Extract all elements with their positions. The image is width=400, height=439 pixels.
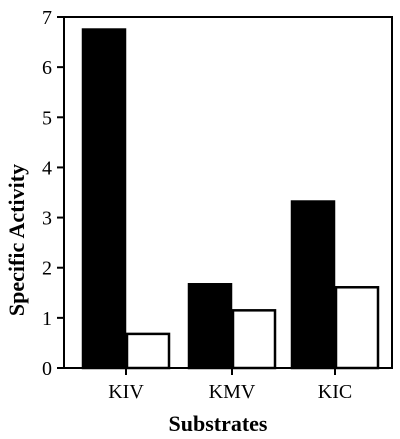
bar-kmv-series-1 bbox=[187, 283, 233, 370]
bar-kiv-series-1 bbox=[81, 28, 127, 370]
y-tick-label: 7 bbox=[42, 7, 52, 29]
x-tick-label-kiv: KIV bbox=[108, 381, 144, 403]
y-tick-label: 3 bbox=[42, 208, 52, 230]
bars bbox=[81, 28, 380, 370]
x-tick-label-kic: KIC bbox=[318, 381, 352, 403]
y-tick-label: 4 bbox=[42, 157, 52, 179]
y-axis: 0 1 2 3 4 5 6 7 bbox=[42, 7, 64, 380]
y-tick-label: 6 bbox=[42, 57, 52, 79]
y-tick-label: 1 bbox=[42, 308, 52, 330]
bar-kmv-series-2 bbox=[231, 309, 277, 370]
y-axis-title: Specific Activity bbox=[4, 164, 29, 316]
y-tick-label: 5 bbox=[42, 107, 52, 129]
bar-kic-series-1 bbox=[290, 200, 336, 370]
x-axis: KIV KMV KIC bbox=[108, 368, 352, 403]
y-tick-label: 2 bbox=[42, 258, 52, 280]
bar-kiv-series-2 bbox=[125, 332, 171, 370]
x-tick-label-kmv: KMV bbox=[209, 381, 256, 403]
y-tick-label: 0 bbox=[42, 358, 52, 380]
bar-kic-series-2 bbox=[334, 286, 380, 370]
x-axis-title: Substrates bbox=[168, 411, 267, 436]
